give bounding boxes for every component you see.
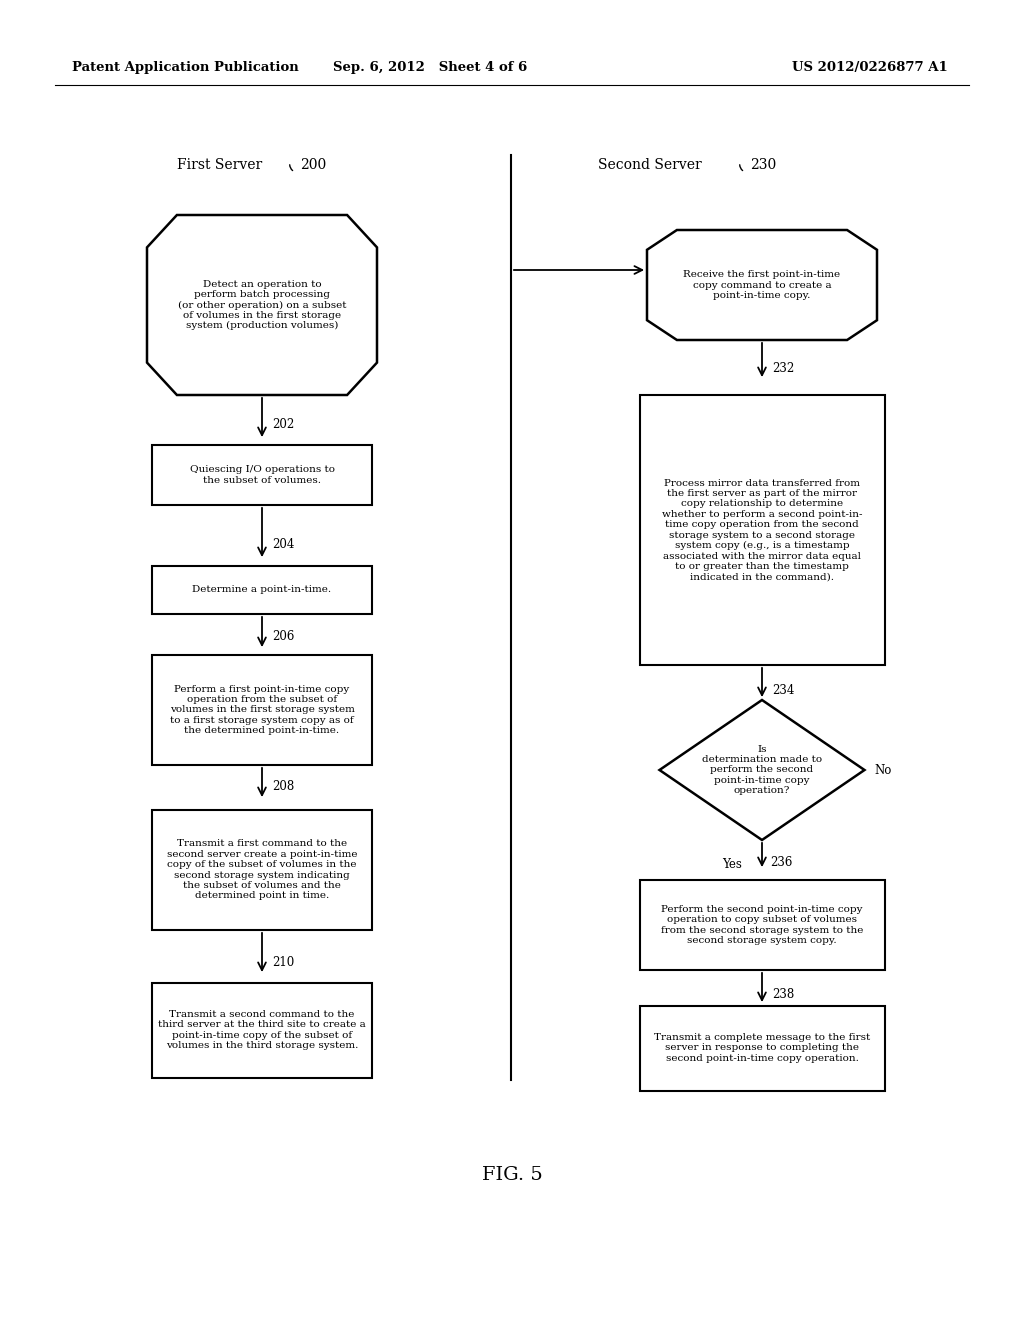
- Text: Receive the first point-in-time
copy command to create a
point-in-time copy.: Receive the first point-in-time copy com…: [683, 271, 841, 300]
- Text: No: No: [874, 763, 892, 776]
- Text: 232: 232: [772, 362, 795, 375]
- Text: 206: 206: [272, 631, 294, 644]
- Text: Transmit a complete message to the first
server in response to completing the
se: Transmit a complete message to the first…: [654, 1034, 870, 1063]
- Text: 208: 208: [272, 780, 294, 793]
- Text: Is
determination made to
perform the second
point-in-time copy
operation?: Is determination made to perform the sec…: [701, 744, 822, 795]
- Text: FIG. 5: FIG. 5: [481, 1166, 543, 1184]
- Text: Transmit a first command to the
second server create a point-in-time
copy of the: Transmit a first command to the second s…: [167, 840, 357, 900]
- Bar: [152, 445, 372, 506]
- Bar: [152, 566, 372, 614]
- Text: 210: 210: [272, 957, 294, 969]
- Text: Determine a point-in-time.: Determine a point-in-time.: [193, 586, 332, 594]
- Text: Quiescing I/O operations to
the subset of volumes.: Quiescing I/O operations to the subset o…: [189, 465, 335, 484]
- Text: Patent Application Publication: Patent Application Publication: [72, 62, 299, 74]
- Text: 230: 230: [750, 158, 776, 172]
- Bar: [640, 880, 885, 970]
- Text: 204: 204: [272, 539, 294, 552]
- Text: Perform a first point-in-time copy
operation from the subset of
volumes in the f: Perform a first point-in-time copy opera…: [170, 685, 354, 735]
- Text: US 2012/0226877 A1: US 2012/0226877 A1: [793, 62, 948, 74]
- Text: 200: 200: [300, 158, 327, 172]
- Text: 236: 236: [770, 855, 793, 869]
- Bar: [152, 810, 372, 931]
- Text: Yes: Yes: [722, 858, 742, 871]
- Bar: [640, 395, 885, 665]
- Text: Second Server: Second Server: [598, 158, 701, 172]
- Text: 238: 238: [772, 989, 795, 1002]
- Text: 234: 234: [772, 684, 795, 697]
- Text: Process mirror data transferred from
the first server as part of the mirror
copy: Process mirror data transferred from the…: [662, 479, 862, 581]
- Text: Detect an operation to
perform batch processing
(or other operation) on a subset: Detect an operation to perform batch pro…: [178, 280, 346, 330]
- Text: Transmit a second command to the
third server at the third site to create a
poin: Transmit a second command to the third s…: [158, 1010, 366, 1051]
- Bar: [640, 1006, 885, 1090]
- Bar: [152, 655, 372, 766]
- Text: 202: 202: [272, 418, 294, 432]
- Text: Perform the second point-in-time copy
operation to copy subset of volumes
from t: Perform the second point-in-time copy op…: [660, 906, 863, 945]
- Text: First Server: First Server: [177, 158, 262, 172]
- Bar: [152, 982, 372, 1077]
- Text: Sep. 6, 2012   Sheet 4 of 6: Sep. 6, 2012 Sheet 4 of 6: [333, 62, 527, 74]
